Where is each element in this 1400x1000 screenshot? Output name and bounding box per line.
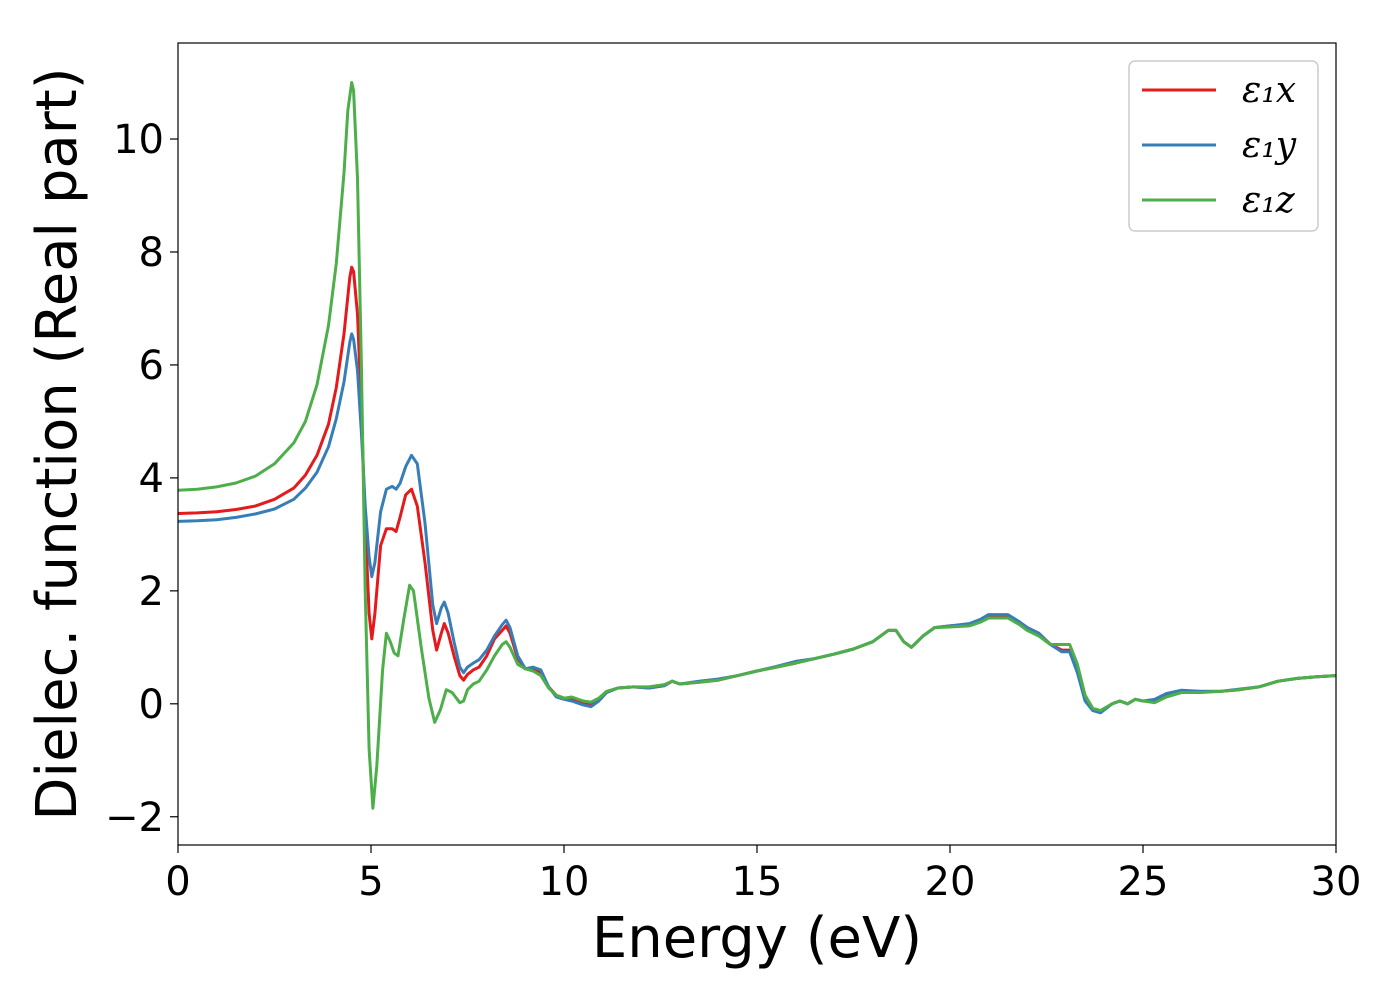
series-line-3 xyxy=(178,81,1336,810)
x-tick-label: 15 xyxy=(732,859,783,905)
y-tick-label: 6 xyxy=(139,343,164,389)
y-axis-title: Dielec. function (Real part) xyxy=(25,67,90,820)
series-layer xyxy=(178,81,1336,810)
y-axis: −2 0 2 4 6 8 10 xyxy=(105,117,178,841)
y-tick-label: −2 xyxy=(105,795,164,841)
legend: ε₁x ε₁y ε₁z xyxy=(1128,60,1319,232)
series-line-2 xyxy=(178,332,1336,715)
x-tick-label: 0 xyxy=(165,859,190,905)
x-tick-label: 5 xyxy=(358,859,383,905)
x-axis-title: Energy (eV) xyxy=(592,906,922,971)
x-tick-label: 25 xyxy=(1118,859,1169,905)
x-tick-label: 10 xyxy=(539,859,590,905)
y-tick-label: 0 xyxy=(139,682,164,728)
y-tick-label: 2 xyxy=(139,569,164,615)
legend-label: ε₁z xyxy=(1242,180,1296,221)
x-tick-label: 30 xyxy=(1311,859,1362,905)
legend-label: ε₁x xyxy=(1242,70,1296,111)
x-axis: 0 5 10 15 20 25 30 xyxy=(165,845,1361,905)
y-tick-label: 4 xyxy=(139,456,164,502)
legend-label: ε₁y xyxy=(1242,125,1297,166)
y-tick-label: 8 xyxy=(139,230,164,276)
y-tick-label: 10 xyxy=(113,117,164,163)
x-tick-label: 20 xyxy=(925,859,976,905)
legend-box xyxy=(1128,60,1319,232)
